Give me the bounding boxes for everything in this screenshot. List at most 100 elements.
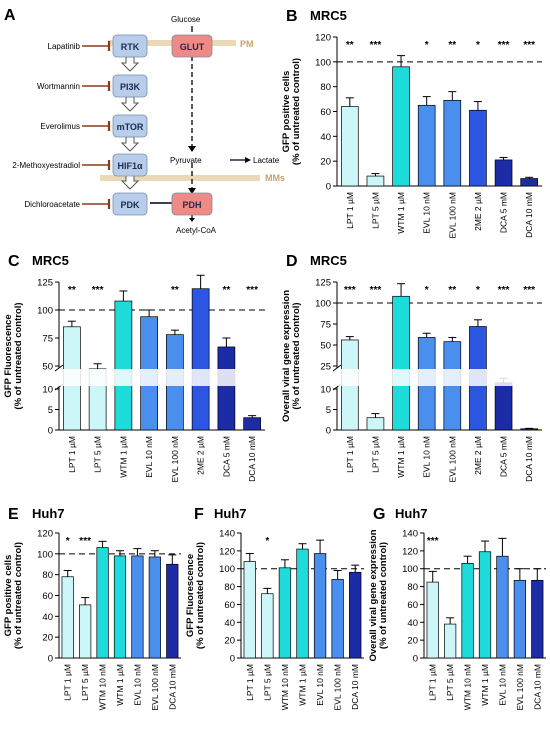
x-tick-label: LPT 1 µM [345,436,355,473]
bar [513,579,526,659]
panel-letter: C [8,253,20,270]
chart-title: MRC5 [310,253,347,268]
x-tick-label: WTM 1 µM [115,664,125,706]
y-tick-label: 20 [407,636,418,647]
significance-marker: ** [171,285,179,296]
y-tick-label: 80 [224,582,235,593]
bar [331,579,344,659]
x-tick-label: EVL 10 nM [422,436,432,478]
y-axis-label-unit: (% of untreated control) [378,542,389,649]
significance-marker: *** [523,285,535,296]
x-tick-label: LPT 1 µM [345,192,355,229]
y-axis-label-unit: (% of untreated control) [291,302,302,409]
pathway-node-glut: GLUT [171,34,213,58]
y-axis-label: Overall viral gene expression [281,290,292,422]
pathway-node-box [112,114,148,138]
bar [278,567,292,659]
y-tick-label: 0 [413,654,418,665]
pathway-node-box [171,34,213,58]
lactate-arrowhead [245,157,251,163]
bar [313,553,327,659]
y-tick-label: 100 [315,57,331,68]
lactate-label: Lactate [253,156,280,165]
bar [341,106,359,187]
pathway-node-box [112,34,148,58]
x-tick-label: WTM 1 µM [118,436,128,478]
cascade-arrow [120,56,140,72]
pathway-node-pi3k: PI3K [112,74,148,98]
y-tick-label: 60 [407,600,418,611]
x-tick-label: WTM 1 µM [480,664,490,706]
x-tick-label: EVL 100 nM [515,664,525,710]
significance-marker: * [476,285,480,296]
y-tick-label: 40 [42,612,53,623]
y-tick-label: 0 [326,182,331,193]
chart-panel-d: D MRC5 Overall viral gene expression (% of … [281,253,542,482]
significance-marker: *** [79,536,91,547]
bar [494,382,513,431]
pathway-node-pdk: PDK [112,192,148,216]
x-tick-label: LPT 1 µM [67,436,77,473]
pathway-node-box [112,74,148,98]
x-tick-label: WTM 10 nM [463,664,473,710]
significance-marker: ** [448,285,456,296]
pathway-node-label: GLUT [180,42,205,52]
bar [217,346,236,431]
bar [296,548,309,659]
panel-letter-a: A [4,7,16,24]
significance-marker: *** [498,285,510,296]
x-tick-label: DCA 10 mM [247,436,257,482]
y-tick-label: 120 [219,546,235,557]
significance-marker: * [265,536,269,547]
x-tick-label: EVL 100 nM [447,436,457,482]
panel-letter: E [8,506,19,523]
bar [148,556,161,659]
y-tick-label: 10 [42,385,53,396]
bar [444,623,457,659]
y-tick-label: 25 [320,362,331,373]
x-tick-label: WTM 10 nM [98,664,108,710]
significance-marker: *** [92,285,104,296]
bar [61,576,74,659]
y-tick-label: 120 [315,33,331,44]
bar [461,563,474,659]
x-tick-label: 2ME 2 µM [196,436,206,475]
x-tick-label: LPT 5 µM [370,436,380,473]
x-tick-label: LPT 5 µM [262,664,272,701]
mitochondrial-membrane [100,175,260,181]
pathway-node-rtk: RTK [112,34,148,58]
y-tick-label: 0 [230,654,235,665]
bar [96,547,109,659]
inhibitor-label: Dichloroacetate [24,200,80,209]
significance-marker: * [476,40,480,51]
axis-break-band [60,369,265,386]
bar [349,571,362,659]
y-tick-label: 0 [48,426,53,437]
y-axis-label: Overall viral gene expression [368,529,379,661]
inhibitor-label: Everolimus [40,122,80,131]
bar [520,178,538,187]
pathway-node-label: HIF1α [117,161,143,171]
y-tick-label: 140 [402,529,418,540]
bar [114,300,133,431]
x-tick-label: EVL 100 nM [150,664,160,710]
x-tick-label: DCA 10 mM [350,664,360,710]
x-tick-label: DCA 10 mM [524,192,534,238]
glucose-label: Glucose [171,15,201,24]
bar [261,593,274,659]
glycolysis-arrowhead [188,146,196,152]
pyruvate-label: Pyruvate [170,156,202,165]
y-tick-label: 125 [315,278,331,289]
y-axis-label: GFP positive cells [281,71,292,153]
acetyl-coa-label: Acetyl-CoA [176,226,217,235]
axis-break-mark [54,364,64,372]
cascade-arrow [120,136,140,152]
x-tick-label: DCA 10 mM [524,436,534,482]
panel-letter: G [373,506,385,523]
y-tick-label: 80 [407,582,418,593]
inhibitor-label: Lapatinib [48,42,81,51]
y-tick-label: 100 [219,564,235,575]
chart-panel-g: G Huh7 Overall viral gene expression (% of … [368,506,546,710]
x-tick-label: LPT 1 µM [63,664,73,701]
bar [366,417,385,431]
